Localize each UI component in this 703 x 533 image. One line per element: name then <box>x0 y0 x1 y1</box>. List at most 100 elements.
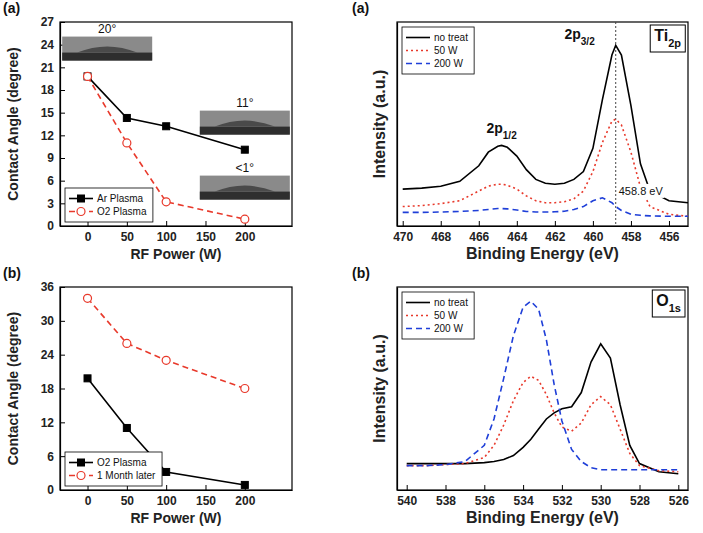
title-subscript: 2p <box>668 37 681 49</box>
y-tick: 9 <box>47 151 65 165</box>
data-point <box>123 424 130 431</box>
x-axis-line <box>398 226 689 227</box>
plot-frame <box>60 22 292 226</box>
panel: 050100150200061218243036RF Power (W)Cont… <box>3 265 293 526</box>
data-point <box>123 139 131 147</box>
x-tick-mark <box>205 221 206 226</box>
data-point <box>241 215 249 223</box>
y-axis: 0369121518212427 <box>41 15 65 233</box>
x-tick-mark <box>593 221 594 226</box>
x-axis-title: RF Power (W) <box>131 246 222 262</box>
panel-label: (b) <box>352 265 370 281</box>
legend-swatch <box>406 328 430 330</box>
annotation-text: 2p <box>486 120 502 136</box>
annotations: 2p3/22p1/2458.8 eV <box>486 26 664 197</box>
x-tick-label: 538 <box>436 494 456 508</box>
x-tick: 150 <box>196 485 216 508</box>
x-axis: 050100150200 <box>61 221 293 244</box>
y-tick-mark <box>60 456 65 457</box>
x-tick: 526 <box>669 485 689 508</box>
legend-marker <box>78 195 85 202</box>
x-tick: 150 <box>196 221 216 244</box>
x-axis-line <box>398 490 689 491</box>
x-tick: 540 <box>397 485 417 508</box>
series-line <box>403 198 688 216</box>
y-tick-label: 21 <box>41 61 55 75</box>
x-tick-mark <box>407 485 408 490</box>
y-tick-mark <box>60 226 65 227</box>
series-line <box>407 301 679 469</box>
annotations: 20°11°<1° <box>62 22 290 200</box>
title-frame <box>650 25 685 52</box>
legend: O2 Plasma 1 Month later <box>65 452 162 486</box>
x-tick-label: 526 <box>669 494 689 508</box>
droplet-photo <box>62 37 152 61</box>
panel-label: (a) <box>3 0 20 16</box>
annotation: 2p3/2 <box>564 26 595 47</box>
x-tick-mark <box>562 485 563 490</box>
x-tick-mark <box>640 485 641 490</box>
panel-label: (a) <box>352 0 369 16</box>
y-tick-mark <box>60 22 65 23</box>
reference-line <box>615 22 616 226</box>
x-tick: 530 <box>591 485 611 508</box>
y-tick: 12 <box>41 416 65 430</box>
title-box: Ti2p <box>650 25 685 52</box>
annotation-subscript: 3/2 <box>581 36 595 47</box>
panel: 0501001502000369121518212427RF Power (W)… <box>3 0 293 262</box>
x-tick-label: 532 <box>552 494 572 508</box>
legend-item: 1 Month later <box>69 470 156 481</box>
photo-substrate <box>200 192 290 200</box>
legend-label: O2 Plasma <box>97 206 147 217</box>
title-text: Ti <box>654 27 668 44</box>
y-tick-label: 27 <box>41 15 55 29</box>
x-tick-label: 150 <box>196 494 216 508</box>
annotation: <1° <box>236 161 255 175</box>
x-tick: 456 <box>659 221 679 244</box>
data-point <box>163 123 170 130</box>
y-tick-label: 15 <box>41 106 55 120</box>
y-tick: 24 <box>41 38 65 52</box>
photo-background <box>62 37 152 61</box>
data-point <box>84 294 92 302</box>
y-tick-label: 36 <box>41 280 55 294</box>
series-line <box>403 119 688 216</box>
annotation-text: 2p <box>564 26 580 42</box>
x-axis-title: Binding Energy (eV) <box>466 509 619 526</box>
y-tick-mark <box>60 135 65 136</box>
x-tick-label: 200 <box>235 230 255 244</box>
y-tick-label: 12 <box>41 416 55 430</box>
legend-swatch <box>406 302 430 304</box>
y-tick: 27 <box>41 15 65 29</box>
y-tick-label: 24 <box>41 38 55 52</box>
photo-substrate <box>200 127 290 135</box>
plot-area <box>407 301 679 474</box>
legend-label: O2 Plasma <box>97 457 147 468</box>
title-frame <box>652 290 685 317</box>
x-tick: 468 <box>431 221 451 244</box>
x-tick-mark <box>479 221 480 226</box>
photo-background <box>200 176 290 200</box>
title: O1s <box>656 292 681 314</box>
legend: no treat50 W200 W <box>402 27 474 74</box>
y-tick-label: 3 <box>47 197 54 211</box>
panel-label: (b) <box>3 265 21 281</box>
x-tick: 458 <box>621 221 641 244</box>
y-axis-title: Intensity (a.u.) <box>371 70 388 178</box>
title-subscript: 1s <box>669 302 681 314</box>
droplet-photo <box>200 111 290 135</box>
x-tick: 460 <box>583 221 603 244</box>
y-tick-mark <box>60 422 65 423</box>
legend-swatch <box>406 63 430 65</box>
x-tick-label: 456 <box>659 230 679 244</box>
x-tick-label: 458 <box>621 230 641 244</box>
y-tick: 24 <box>41 348 65 362</box>
legend-frame <box>65 452 162 486</box>
y-tick: 15 <box>41 106 65 120</box>
x-tick-label: 0 <box>85 494 92 508</box>
plot-area <box>84 294 249 488</box>
legend-item: O2 Plasma <box>69 457 147 468</box>
x-tick-label: 470 <box>393 230 413 244</box>
legend-item: Ar Plasma <box>69 193 144 204</box>
x-tick-label: 462 <box>545 230 565 244</box>
